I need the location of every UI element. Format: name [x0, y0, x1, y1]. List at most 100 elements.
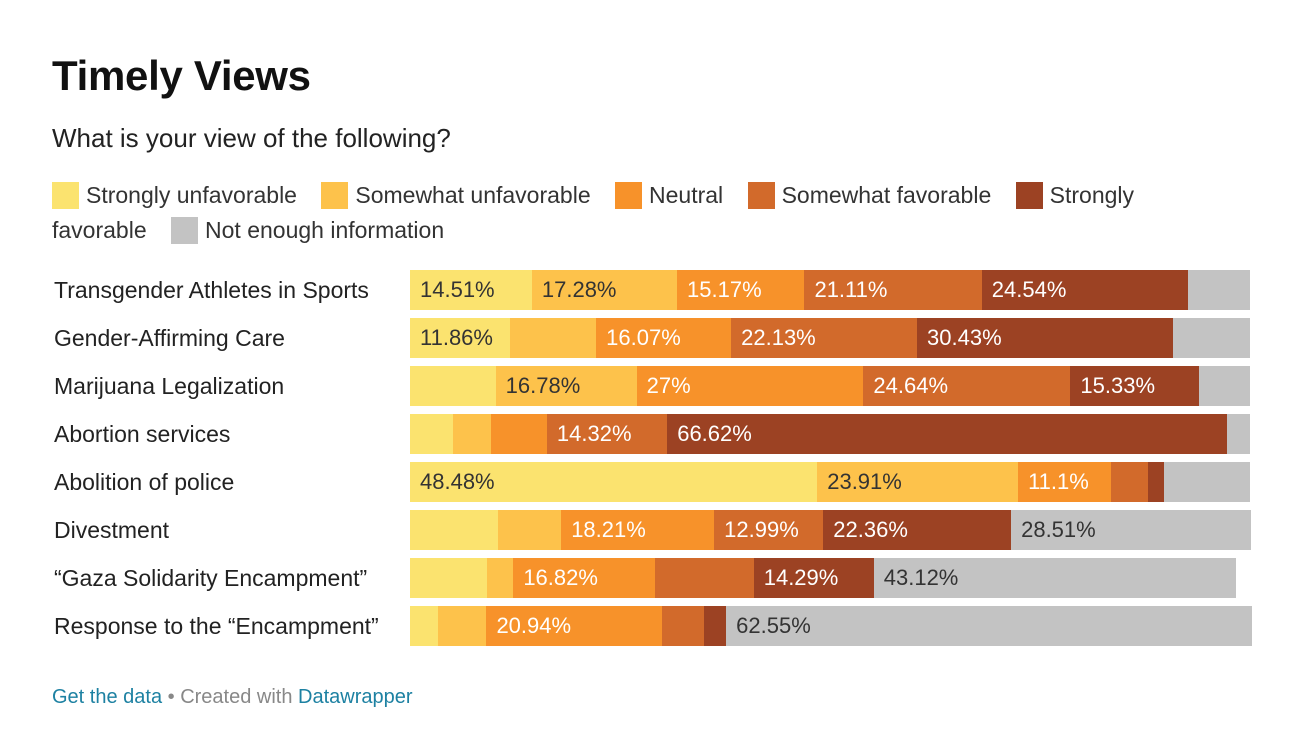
- data-label: 43.12%: [883, 565, 959, 590]
- row-label: Gender-Affirming Care: [54, 325, 285, 351]
- data-label: 28.51%: [1021, 517, 1096, 542]
- data-label: 22.13%: [741, 325, 816, 350]
- bar-segment: 22.36%: [823, 510, 1012, 550]
- bar-segment: 20.94%: [486, 606, 663, 646]
- legend-label: Not enough information: [205, 217, 445, 243]
- bar-row: 48.48% 23.91% 11.1%: [410, 462, 1250, 502]
- bar-row: 14.32% 66.62%: [410, 414, 1250, 454]
- datawrapper-link[interactable]: Datawrapper: [298, 686, 413, 708]
- row-label: Transgender Athletes in Sports: [54, 277, 369, 303]
- bar-segment: 62.55%: [726, 606, 1252, 646]
- legend-label: Somewhat unfavorable: [355, 182, 591, 208]
- bar-segment: 16.82%: [513, 558, 655, 598]
- bar-segment: 21.11%: [804, 270, 982, 310]
- bar-segment: [491, 414, 547, 454]
- data-label: 15.17%: [687, 277, 762, 302]
- bar-segment: 15.33%: [1070, 366, 1200, 406]
- bar-segment: [1199, 366, 1250, 406]
- bar-segment: 15.17%: [677, 270, 805, 310]
- legend-swatch: [52, 182, 79, 209]
- bar-segment: [654, 558, 754, 598]
- data-label: 16.78%: [505, 373, 581, 398]
- legend-item-somewhat-unfavorable: Somewhat unfavorable: [321, 182, 591, 209]
- data-label: 62.55%: [736, 613, 811, 638]
- bar-segment: 24.64%: [863, 366, 1071, 406]
- legend-swatch: [747, 182, 775, 209]
- row-label: Abortion services: [54, 421, 231, 447]
- legend-item-strongly-unfavorable: Strongly unfavorable: [52, 182, 297, 209]
- bar-row: 16.82% 14.29% 43.12%: [410, 558, 1250, 598]
- bar-segment: [662, 606, 705, 646]
- bar-segment: 18.21%: [561, 510, 715, 550]
- bar-segment: [704, 606, 727, 646]
- legend-item-neutral: Neutral: [615, 182, 723, 209]
- data-label: 12.99%: [724, 517, 799, 542]
- bar-segment: [1172, 318, 1250, 358]
- row-label: Abolition of police: [54, 469, 235, 495]
- data-label: 16.07%: [606, 325, 681, 350]
- bar-segment: [1148, 462, 1165, 502]
- bar-segment: [509, 318, 597, 358]
- bar-segment: 66.62%: [667, 414, 1227, 454]
- legend-swatch: [1015, 182, 1043, 209]
- bar-segment: 23.91%: [817, 462, 1019, 502]
- data-label: 11.86%: [420, 325, 493, 350]
- data-label: 24.54%: [991, 277, 1067, 302]
- data-label: 27%: [646, 373, 691, 398]
- bar-segment: 14.51%: [410, 270, 532, 310]
- chart-subtitle: What is your view of the following?: [52, 123, 451, 153]
- bar-segment: [410, 558, 488, 598]
- bar-segment: 16.78%: [495, 366, 637, 406]
- legend-swatch: [615, 182, 643, 209]
- data-label: 14.29%: [763, 565, 839, 590]
- bar-segment: 12.99%: [714, 510, 824, 550]
- footer: Get the data • Created with Datawrapper: [52, 686, 413, 709]
- data-label: 22.36%: [833, 517, 908, 542]
- bar-segment: [487, 558, 514, 598]
- bar-segment: 24.54%: [981, 270, 1188, 310]
- bar-segment: [1164, 462, 1250, 502]
- bar-segment: 14.29%: [753, 558, 874, 598]
- bar-segment: [410, 414, 453, 454]
- bar-segment: 48.48%: [410, 462, 818, 502]
- row-label: Response to the “Encampment”: [54, 613, 379, 639]
- data-label: 15.33%: [1080, 373, 1156, 398]
- data-label: 30.43%: [927, 325, 1002, 350]
- data-label: 17.28%: [541, 277, 617, 302]
- bar-segment: 11.1%: [1018, 462, 1112, 502]
- bar-segment: 28.51%: [1011, 510, 1251, 550]
- legend-swatch: [321, 182, 349, 209]
- bar-row: 14.51% 17.28% 15.17% 21.11% 24.54%: [410, 270, 1250, 310]
- bar-segment: [452, 414, 492, 454]
- row-label: Marijuana Legalization: [54, 373, 285, 399]
- chart-title: Timely Views: [52, 52, 311, 99]
- bar-segment: 11.86%: [410, 318, 510, 358]
- data-label: 21.11%: [814, 277, 888, 302]
- data-label: 23.91%: [827, 469, 902, 494]
- bar-row: 18.21% 12.99% 22.36% 28.51%: [410, 510, 1251, 550]
- bar-segment: 22.13%: [731, 318, 918, 358]
- get-the-data-link[interactable]: Get the data: [52, 686, 163, 708]
- legend: Strongly unfavorable Somewhat unfavorabl…: [52, 178, 1202, 248]
- bar-segment: [1111, 462, 1149, 502]
- legend-label: Strongly favorable: [52, 182, 1135, 243]
- bar-segment: [1226, 414, 1250, 454]
- data-label: 24.64%: [873, 373, 949, 398]
- legend-swatch: [171, 217, 199, 244]
- bar-row: 16.78% 27% 24.64% 15.33%: [410, 366, 1250, 406]
- bar-segment: 14.32%: [546, 414, 668, 454]
- bar-segment: 27%: [636, 366, 864, 406]
- bar-segment: [410, 366, 496, 406]
- data-label: 14.32%: [556, 421, 632, 446]
- data-label: 48.48%: [420, 469, 495, 494]
- data-label: 11.1%: [1028, 469, 1089, 494]
- data-label: 14.51%: [420, 277, 495, 302]
- legend-item-strongly-favorable: Strongly favorable: [52, 182, 1134, 243]
- bar-segment: 16.07%: [596, 318, 732, 358]
- bar-segment: [410, 510, 499, 550]
- legend-label: Somewhat favorable: [781, 182, 992, 208]
- legend-item-not-enough-information: Not enough information: [171, 217, 445, 244]
- row-label: “Gaza Solidarity Encampment”: [54, 565, 368, 591]
- bar-segment: [498, 510, 562, 550]
